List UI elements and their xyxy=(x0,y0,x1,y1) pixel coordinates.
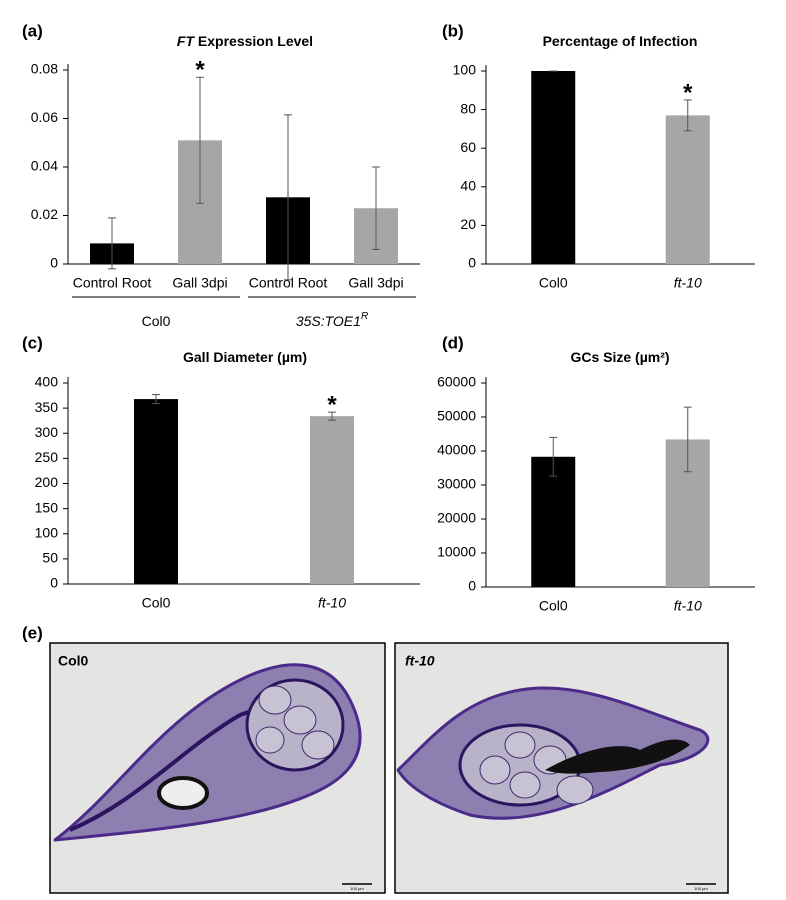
group-label: 35S:TOE1R xyxy=(296,311,368,329)
bar xyxy=(531,71,576,264)
significance: * xyxy=(327,391,337,418)
title-text: Percentage of Infection xyxy=(543,33,698,49)
panel-e: (e) Col0 100 µm ft-10 100 µm xyxy=(22,623,729,894)
y-tick-label: 50000 xyxy=(437,408,476,424)
y-tick-label: 40000 xyxy=(437,442,476,458)
scale-bar-label: 100 µm xyxy=(350,886,364,891)
y-tick-label: 40 xyxy=(460,178,476,194)
y-tick-label: 60000 xyxy=(437,374,476,390)
chart-title: Percentage of Infection xyxy=(543,33,698,49)
x-tick-label: ft-10 xyxy=(318,595,346,611)
x-tick-label: Gall 3dpi xyxy=(348,275,403,291)
group-superscript: R xyxy=(361,311,368,322)
y-tick-label: 30000 xyxy=(437,476,476,492)
panel-label: (d) xyxy=(442,333,464,352)
y-tick-label: 60 xyxy=(460,139,476,155)
error-bar xyxy=(196,76,204,204)
panel-label: (c) xyxy=(22,333,43,352)
y-tick-label: 80 xyxy=(460,100,476,116)
y-tick-label: 0.04 xyxy=(31,158,58,174)
error-bar xyxy=(108,217,116,270)
y-tick-label: 300 xyxy=(35,424,59,440)
x-tick-label: Col0 xyxy=(142,595,171,611)
title-prefix: FT xyxy=(177,33,196,49)
image-label: Col0 xyxy=(58,653,89,669)
group-name: 35S:TOE1 xyxy=(296,313,361,329)
error-bar xyxy=(549,436,558,477)
error-bar xyxy=(372,166,380,250)
y-tick-label: 0.06 xyxy=(31,109,58,125)
y-tick-label: 10000 xyxy=(437,544,476,560)
x-tick-label: Control Root xyxy=(249,275,328,291)
x-tick-label: Gall 3dpi xyxy=(172,275,227,291)
title-text: GCs Size (µm²) xyxy=(570,349,669,365)
bar xyxy=(310,416,354,584)
chart-title: GCs Size (µm²) xyxy=(570,349,669,365)
error-bar xyxy=(683,99,692,132)
y-tick-label: 400 xyxy=(35,374,59,390)
y-tick-label: 150 xyxy=(35,499,59,515)
y-tick-label: 50 xyxy=(42,550,58,566)
y-tick-label: 350 xyxy=(35,399,59,415)
y-tick-label: 0 xyxy=(50,575,58,591)
x-tick-label: ft-10 xyxy=(674,275,702,291)
significance: * xyxy=(195,57,205,84)
y-tick-label: 250 xyxy=(35,449,59,465)
group-name: Col0 xyxy=(142,313,171,329)
y-tick-label: 0.02 xyxy=(31,206,58,222)
title-text: Expression Level xyxy=(194,33,313,49)
y-tick-label: 100 xyxy=(453,62,477,78)
x-tick-label: Col0 xyxy=(539,598,568,614)
error-bar xyxy=(152,394,160,405)
x-tick-label: Control Root xyxy=(73,275,152,291)
tissue xyxy=(53,663,362,842)
panel-label: (e) xyxy=(22,623,43,642)
y-tick-label: 0 xyxy=(468,255,476,271)
image-label: ft-10 xyxy=(405,653,435,669)
y-tick-label: 0 xyxy=(468,578,476,594)
error-bar xyxy=(683,406,692,473)
panel-label: (b) xyxy=(442,21,464,40)
scale-bar-label: 100 µm xyxy=(694,886,708,891)
title-text: Gall Diameter (µm) xyxy=(183,349,307,365)
chart-title: Gall Diameter (µm) xyxy=(183,349,307,365)
tissue xyxy=(396,686,710,820)
y-tick-label: 200 xyxy=(35,474,59,490)
error-bar xyxy=(284,114,292,281)
group-label: Col0 xyxy=(142,313,171,329)
chart-title: FT Expression Level xyxy=(177,33,313,49)
y-tick-label: 20000 xyxy=(437,510,476,526)
panel-label: (a) xyxy=(22,21,43,40)
y-tick-label: 100 xyxy=(35,524,59,540)
y-tick-label: 20 xyxy=(460,216,476,232)
y-tick-label: 0.08 xyxy=(31,61,58,77)
bar xyxy=(665,115,710,264)
error-bar xyxy=(328,411,336,421)
y-tick-label: 0 xyxy=(50,255,58,271)
significance: * xyxy=(683,79,693,106)
x-tick-label: Col0 xyxy=(539,275,568,291)
x-tick-label: ft-10 xyxy=(674,598,702,614)
bar xyxy=(134,399,178,584)
bar xyxy=(531,456,576,587)
